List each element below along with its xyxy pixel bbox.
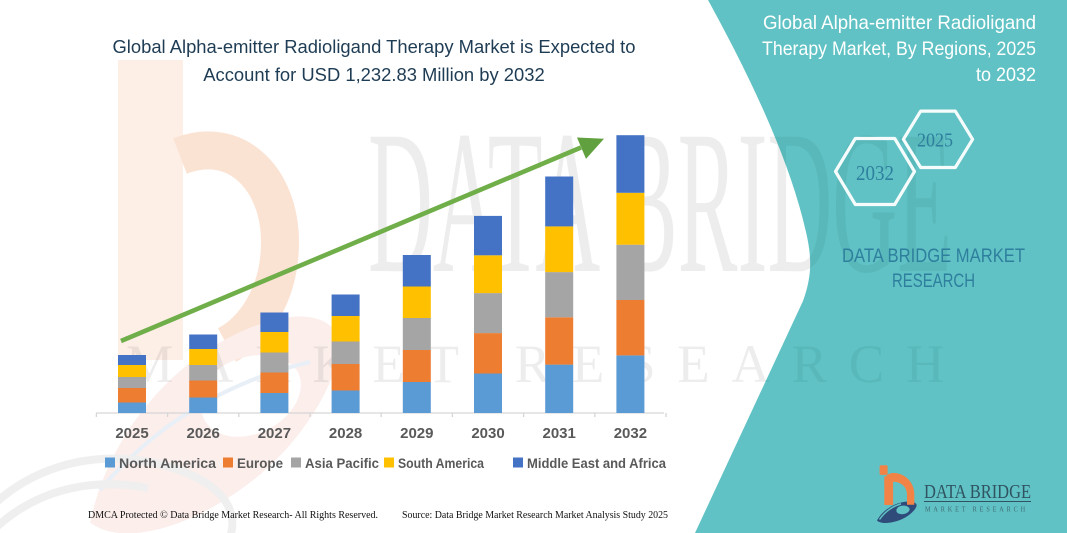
svg-text:DATA BRIDGE MARKET: DATA BRIDGE MARKET [842, 245, 1025, 267]
svg-text:to 2032: to 2032 [976, 64, 1036, 86]
svg-text:2026: 2026 [187, 425, 220, 442]
svg-text:2028: 2028 [329, 425, 362, 442]
svg-text:Middle East and Africa: Middle East and Africa [527, 455, 666, 471]
svg-text:2030: 2030 [471, 425, 504, 442]
svg-text:Source: Data Bridge Market Res: Source: Data Bridge Market Research Mark… [402, 510, 668, 521]
svg-text:2025: 2025 [917, 131, 953, 152]
svg-text:2025: 2025 [115, 425, 148, 442]
svg-text:MARKET RESEARCH: MARKET RESEARCH [925, 506, 1028, 514]
svg-text:Europe: Europe [237, 455, 283, 471]
svg-text:2029: 2029 [400, 425, 433, 442]
svg-text:2031: 2031 [543, 425, 576, 442]
svg-text:2032: 2032 [856, 161, 894, 185]
svg-text:Asia Pacific: Asia Pacific [305, 455, 379, 471]
svg-text:Global Alpha-emitter Radioliga: Global Alpha-emitter Radioligand [763, 12, 1036, 34]
svg-text:DMCA Protected © Data Bridge M: DMCA Protected © Data Bridge Market Rese… [88, 510, 378, 521]
svg-text:2032: 2032 [614, 425, 647, 442]
svg-text:RESEARCH: RESEARCH [892, 270, 975, 292]
svg-text:South America: South America [398, 455, 484, 471]
svg-text:2027: 2027 [258, 425, 291, 442]
svg-text:North America: North America [119, 455, 216, 471]
svg-text:Therapy Market, By Regions, 20: Therapy Market, By Regions, 2025 [762, 38, 1036, 60]
svg-text:DATA BRIDGE: DATA BRIDGE [924, 481, 1031, 503]
